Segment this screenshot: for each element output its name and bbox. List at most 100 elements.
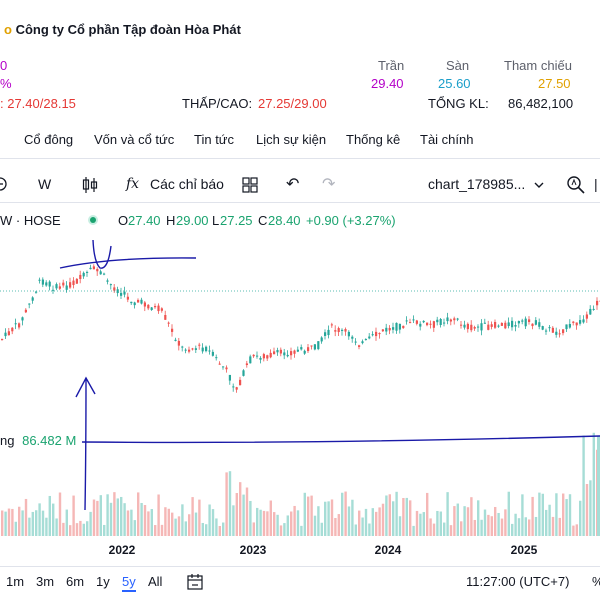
undo-icon[interactable]: ↶ <box>286 176 300 193</box>
candle <box>300 347 303 350</box>
volume-bar <box>89 511 92 536</box>
volume-bar <box>538 492 541 536</box>
volume-bar <box>358 510 361 536</box>
quick-search-icon[interactable] <box>566 174 586 194</box>
tab-financials[interactable]: Tài chính <box>420 132 474 147</box>
range-all[interactable]: All <box>148 574 163 589</box>
candle <box>123 291 126 295</box>
open-label: O <box>118 213 129 228</box>
volume-bar <box>449 525 453 536</box>
volume-bar <box>154 525 157 536</box>
redo-icon[interactable]: ↷ <box>322 176 336 193</box>
volume-bar <box>225 472 228 536</box>
compare-icon[interactable] <box>0 176 10 192</box>
volume-bar <box>514 513 517 536</box>
layouts-icon[interactable] <box>242 177 258 193</box>
candle <box>582 319 585 323</box>
candle <box>562 329 565 334</box>
candle <box>181 346 184 348</box>
volume-bar <box>551 516 555 536</box>
volume-bar <box>303 492 306 536</box>
candle <box>528 319 531 323</box>
candle <box>256 355 259 357</box>
volume-bar <box>21 510 24 536</box>
candle <box>286 354 289 357</box>
candle <box>337 328 340 333</box>
interval-button[interactable]: W <box>38 176 52 192</box>
candle <box>235 387 238 390</box>
candle <box>276 350 279 353</box>
volume-bar <box>109 502 113 536</box>
candle <box>490 324 493 327</box>
volume-bar <box>426 492 429 536</box>
volume-bar <box>38 503 41 536</box>
volume-bar <box>286 515 289 536</box>
volume-bar <box>497 512 500 536</box>
date-range-icon[interactable] <box>186 573 204 591</box>
volume-bar <box>528 519 531 536</box>
volume-bar <box>245 487 249 536</box>
candle <box>517 321 520 324</box>
candle <box>460 324 463 326</box>
volume-bar <box>279 525 283 536</box>
chart-name-button[interactable]: chart_178985... <box>428 176 526 192</box>
candle <box>228 374 231 381</box>
volume-bar <box>160 524 164 536</box>
indicators-button[interactable]: Các chỉ báo <box>150 176 224 192</box>
volume-bar <box>388 494 391 536</box>
volume-bar <box>494 506 497 536</box>
volume-bar <box>167 508 170 536</box>
volume-bar <box>164 507 167 536</box>
volume-bar <box>256 507 259 536</box>
volume-bar <box>293 505 296 536</box>
volume-bar <box>446 492 449 536</box>
volume-bar <box>582 435 585 536</box>
tab-capital-dividend[interactable]: Vốn và cổ tức <box>94 132 175 147</box>
tab-statistics[interactable]: Thống kê <box>346 132 401 147</box>
volume-bar <box>317 506 320 536</box>
candle <box>191 348 194 350</box>
volume-bar <box>483 509 487 536</box>
volume-bar <box>463 506 466 536</box>
volume-bar <box>82 523 85 536</box>
annotation-peak-mark <box>92 239 112 269</box>
tab-events[interactable]: Lịch sự kiện <box>256 132 327 147</box>
candle <box>14 323 17 325</box>
tab-shareholders[interactable]: Cổ đông <box>24 132 74 147</box>
close-value: 28.40 <box>268 213 301 228</box>
candle <box>24 309 27 313</box>
volume-bar <box>307 496 310 536</box>
candle <box>507 322 510 327</box>
volume-bar <box>572 525 575 536</box>
price-chart[interactable]: 2022 2023 2024 2025 <box>0 230 600 570</box>
range-6m[interactable]: 6m <box>66 574 85 589</box>
volume-bar <box>75 523 79 536</box>
volume-bar <box>249 500 252 536</box>
candle <box>589 308 592 315</box>
tab-news[interactable]: Tin tức <box>194 132 235 147</box>
candle <box>327 329 330 336</box>
x-tick-label: 2022 <box>109 543 136 557</box>
candle <box>164 314 167 320</box>
more-button[interactable]: | <box>594 176 598 192</box>
volume-bar <box>99 495 102 536</box>
candle <box>222 366 225 368</box>
volume-bar <box>69 525 72 536</box>
candle <box>565 324 568 330</box>
candle <box>171 328 174 332</box>
range-1m[interactable]: 1m <box>6 574 25 589</box>
percent-toggle[interactable]: % <box>592 574 600 589</box>
range-1y[interactable]: 1y <box>96 574 110 589</box>
range-5y[interactable]: 5y <box>122 574 136 592</box>
candle <box>364 339 367 341</box>
volume-bar <box>456 503 459 536</box>
candle <box>446 317 449 322</box>
volume-bar <box>184 521 187 536</box>
volume-bar <box>324 501 327 536</box>
candle <box>296 349 299 352</box>
chevron-down-icon[interactable] <box>534 181 544 189</box>
candles-icon[interactable] <box>82 176 98 194</box>
range-3m[interactable]: 3m <box>36 574 55 589</box>
candle <box>283 352 286 356</box>
ceiling-label: Trần <box>378 58 405 73</box>
